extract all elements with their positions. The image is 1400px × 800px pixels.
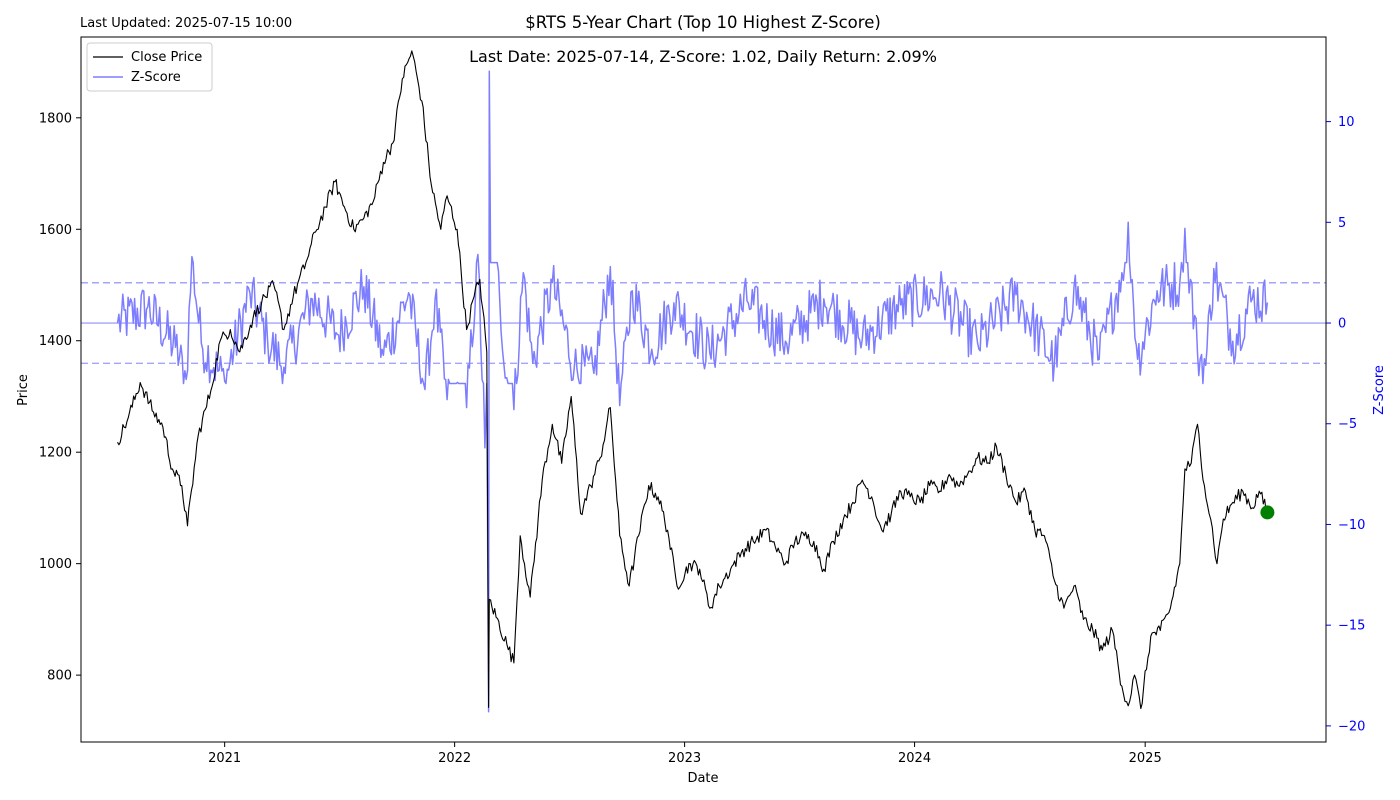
y-tick-label: 800 bbox=[47, 669, 72, 684]
x-tick-label: 2025 bbox=[1129, 751, 1162, 766]
y-tick-label: 1000 bbox=[39, 557, 72, 572]
y-tick-label: 1200 bbox=[39, 446, 72, 461]
y-tick-label: 1600 bbox=[39, 223, 72, 238]
y2-tick-label: −5 bbox=[1338, 417, 1357, 432]
y-tick-label: 1800 bbox=[39, 111, 72, 126]
y2-tick-label: 5 bbox=[1338, 216, 1346, 231]
x-tick-label: 2024 bbox=[898, 751, 931, 766]
legend-box bbox=[86, 42, 213, 92]
axes: 2021 2022 2023 2024 2025 800 1000 1200 1400 1600 1… bbox=[39, 111, 1366, 766]
last-updated: Last Updated: 2025-07-15 10:00 bbox=[80, 16, 292, 31]
x-tick-label: 2021 bbox=[208, 751, 241, 766]
legend-close-label: Close Price bbox=[131, 50, 202, 65]
legend: Close Price Z-Score bbox=[86, 42, 213, 92]
legend-z-label: Z-Score bbox=[131, 70, 181, 85]
zscore-line bbox=[116, 70, 1269, 713]
x-tick-label: 2022 bbox=[438, 751, 471, 766]
x-tick-label: 2023 bbox=[668, 751, 701, 766]
plot-area bbox=[81, 50, 1326, 713]
y2-axis-label: Z-Score bbox=[1372, 365, 1387, 415]
chart-title: $RTS 5-Year Chart (Top 10 Highest Z-Scor… bbox=[525, 13, 881, 32]
y-axis-label: Price bbox=[16, 374, 31, 406]
close-price-line bbox=[117, 50, 1268, 710]
plot-frame bbox=[80, 36, 1327, 743]
last-price-marker bbox=[1260, 505, 1275, 520]
y2-tick-label: −10 bbox=[1338, 518, 1365, 533]
y2-tick-label: −20 bbox=[1338, 719, 1365, 734]
y2-tick-label: 0 bbox=[1338, 317, 1346, 332]
y2-tick-label: 10 bbox=[1338, 115, 1355, 130]
x-axis-label: Date bbox=[687, 771, 718, 786]
last-date-annotation: Last Date: 2025-07-14, Z-Score: 1.02, Da… bbox=[469, 47, 937, 66]
y2-tick-label: −15 bbox=[1338, 619, 1365, 634]
y-tick-label: 1400 bbox=[39, 334, 72, 349]
